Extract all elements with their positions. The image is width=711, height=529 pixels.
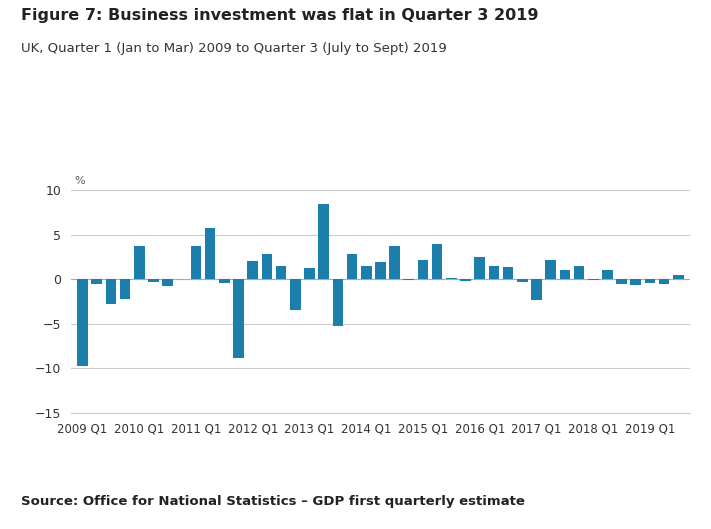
Bar	[517, 279, 528, 282]
Bar	[545, 260, 556, 279]
Bar	[162, 279, 173, 286]
Bar	[304, 268, 315, 279]
Bar	[219, 279, 230, 283]
Bar	[233, 279, 244, 358]
Bar	[91, 279, 102, 284]
Bar	[347, 254, 358, 279]
Bar	[276, 266, 287, 279]
Bar	[247, 261, 258, 279]
Bar	[631, 279, 641, 285]
Text: Figure 7: Business investment was flat in Quarter 3 2019: Figure 7: Business investment was flat i…	[21, 8, 539, 23]
Bar	[119, 279, 130, 299]
Bar	[446, 278, 456, 279]
Bar	[602, 270, 613, 279]
Bar	[588, 279, 599, 280]
Bar	[503, 267, 513, 279]
Bar	[474, 257, 485, 279]
Bar	[333, 279, 343, 326]
Bar	[403, 279, 414, 280]
Bar	[77, 279, 87, 367]
Bar	[191, 245, 201, 279]
Bar	[460, 279, 471, 281]
Bar	[531, 279, 542, 300]
Bar	[673, 275, 684, 279]
Bar	[134, 247, 144, 279]
Bar	[645, 279, 656, 283]
Bar	[319, 204, 329, 279]
Bar	[148, 279, 159, 282]
Bar	[616, 279, 627, 284]
Bar	[290, 279, 301, 311]
Bar	[262, 254, 272, 279]
Bar	[105, 279, 116, 304]
Bar	[205, 228, 215, 279]
Text: %: %	[75, 176, 85, 186]
Bar	[574, 266, 584, 279]
Bar	[560, 270, 570, 279]
Bar	[432, 244, 442, 279]
Text: UK, Quarter 1 (Jan to Mar) 2009 to Quarter 3 (July to Sept) 2019: UK, Quarter 1 (Jan to Mar) 2009 to Quart…	[21, 42, 447, 56]
Bar	[361, 266, 372, 279]
Bar	[375, 262, 385, 279]
Bar	[659, 279, 670, 284]
Bar	[389, 247, 400, 279]
Bar	[417, 260, 428, 279]
Bar	[488, 266, 499, 279]
Text: Source: Office for National Statistics – GDP first quarterly estimate: Source: Office for National Statistics –…	[21, 495, 525, 508]
